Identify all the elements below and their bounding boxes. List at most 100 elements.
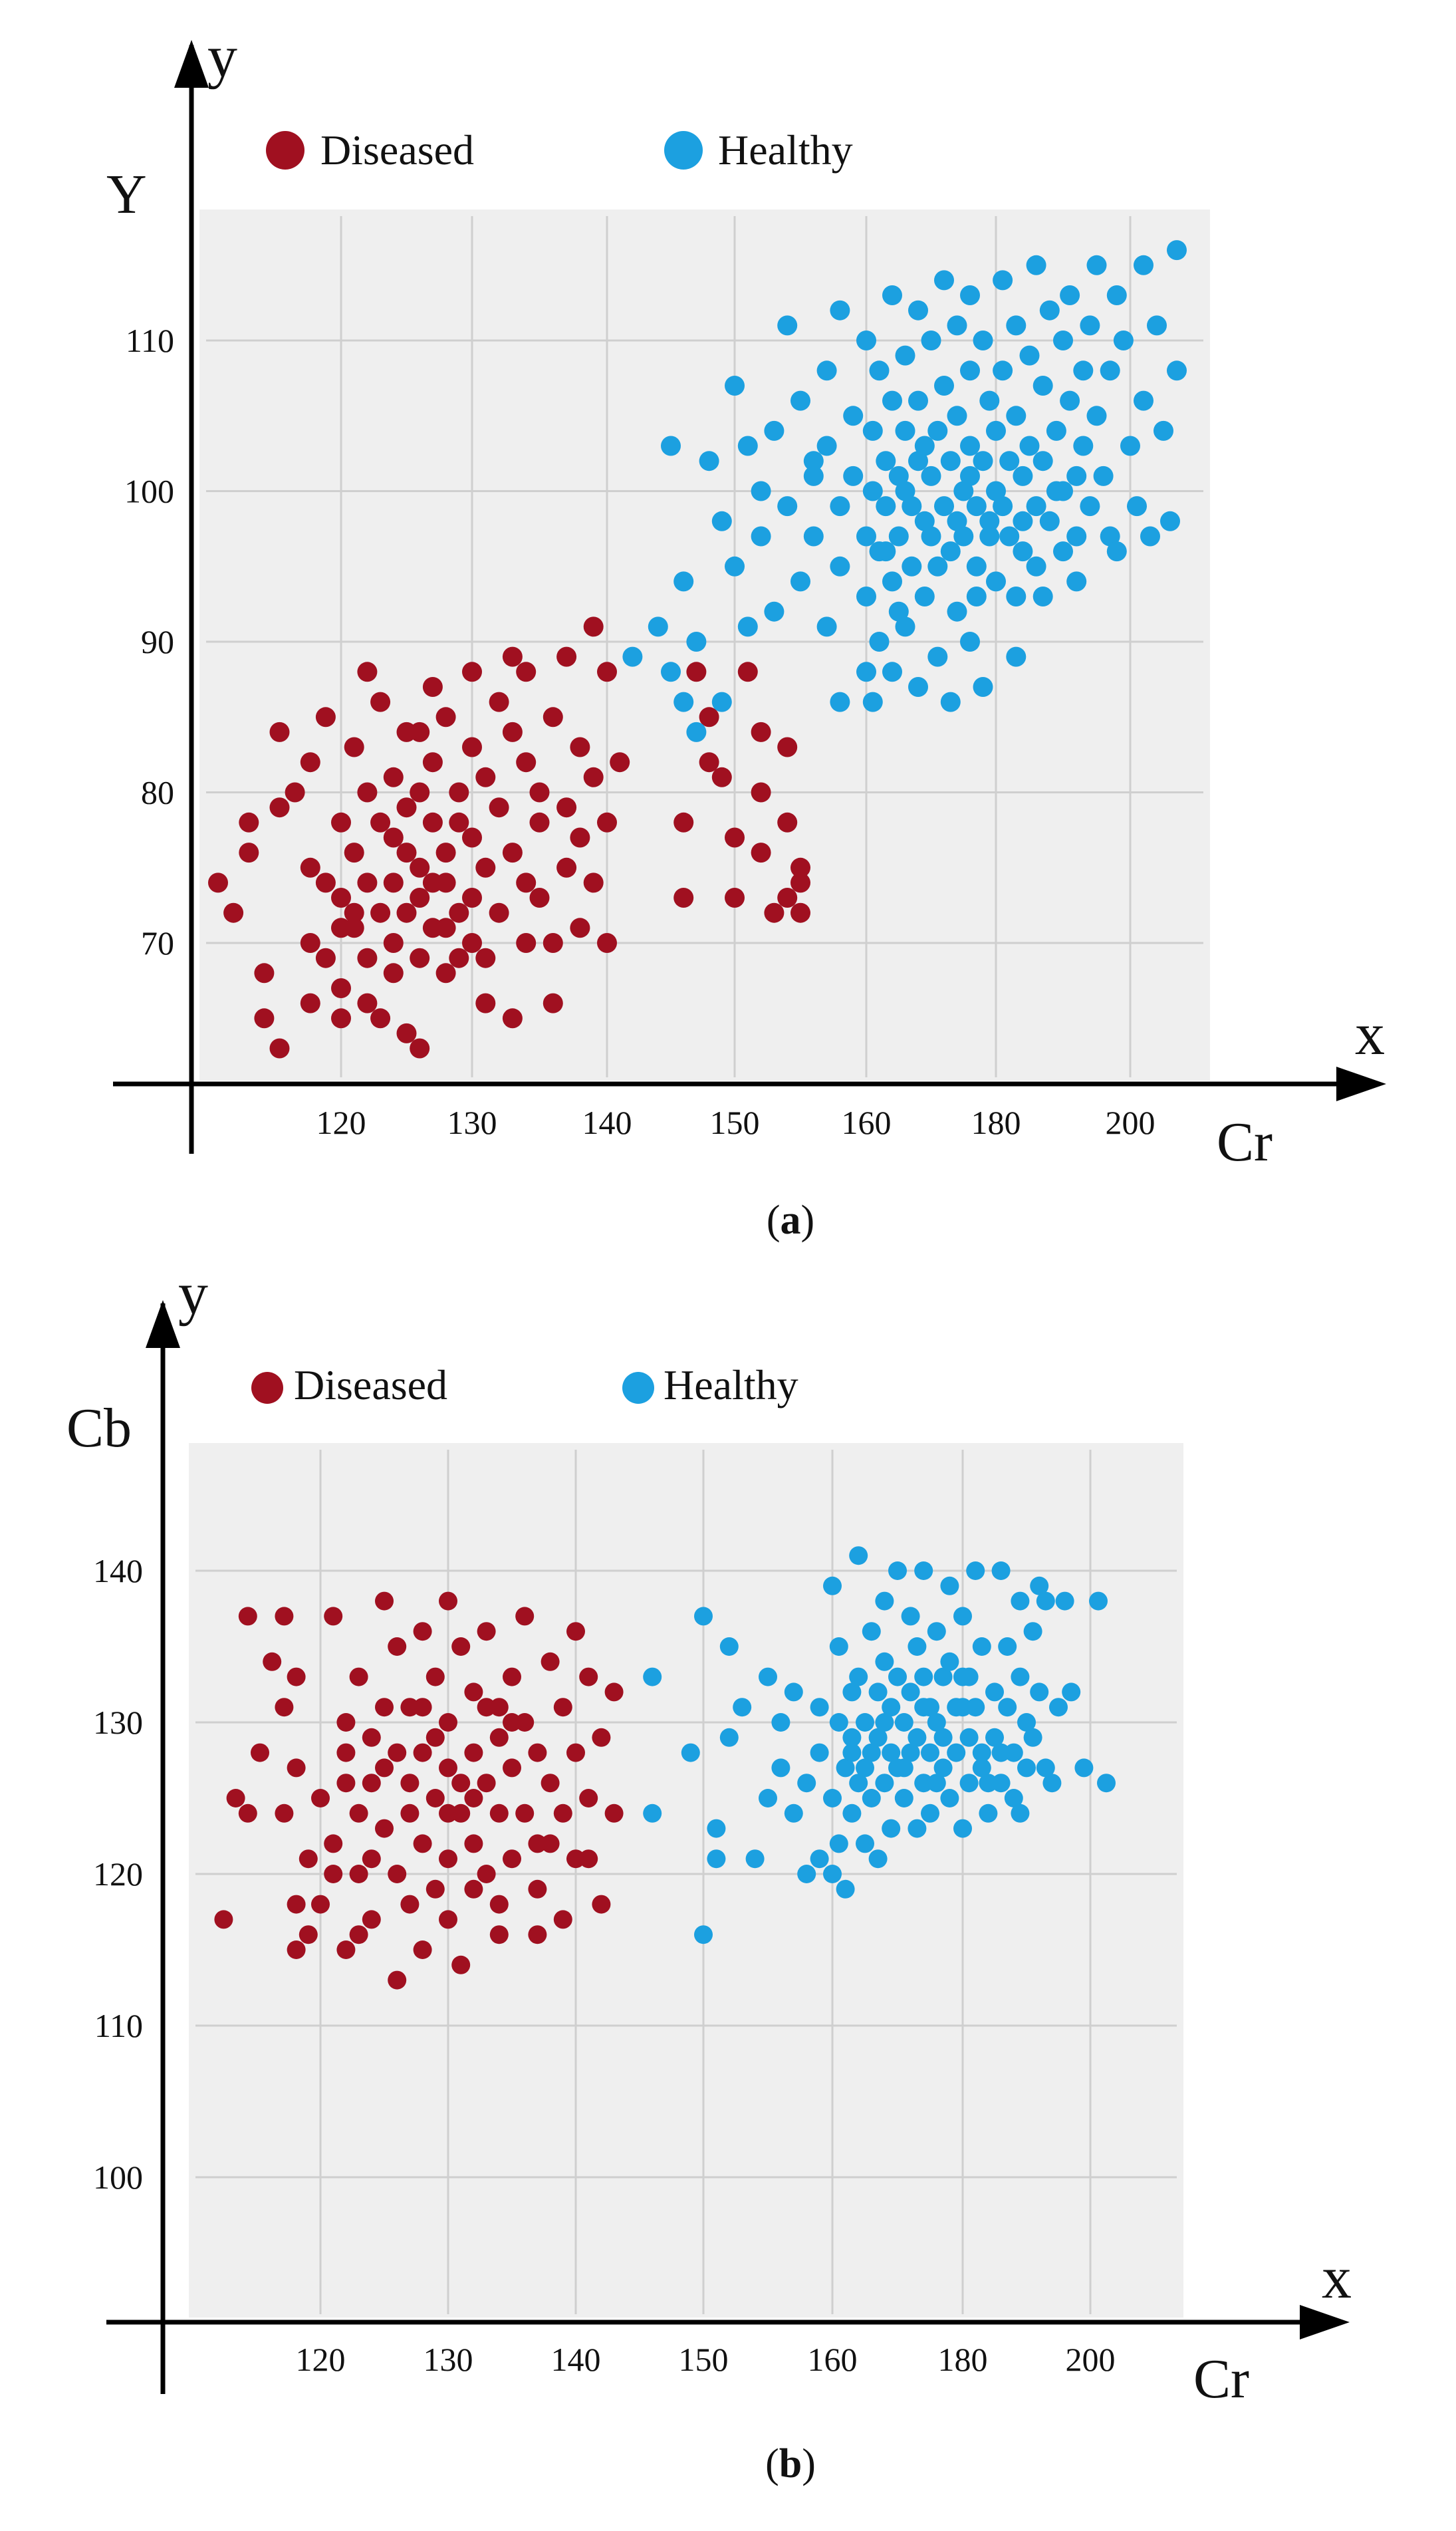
panel-a-healthy-point-35 (856, 587, 876, 606)
panel-a-diseased-point-111 (764, 902, 785, 923)
panel-b-diseased-point-20 (349, 1803, 368, 1823)
panel-a-healthy-point-5 (673, 571, 694, 592)
panel-b-diseased-point-75 (553, 1910, 572, 1929)
panel-a-healthy-point-121 (1106, 285, 1127, 305)
panel-b-diseased-point-69 (528, 1879, 547, 1899)
panel-b-diseased-point-1 (226, 1789, 245, 1807)
panel-a-healthy-point-3 (661, 662, 681, 682)
panel-b-diseased-point-10 (287, 1758, 306, 1778)
panel-a-diseased-point-79 (543, 993, 563, 1013)
panel-a-diseased-point-31 (383, 872, 404, 893)
panel-a-healthy-point-25 (816, 360, 837, 381)
panel-b-xtick-label-3: 150 (679, 2341, 729, 2378)
panel-a-diseased-point-92 (597, 812, 617, 833)
panel-b-healthy-point-79 (959, 1728, 979, 1747)
panel-a-healthy-point-123 (1113, 331, 1134, 350)
panel-b-healthy-point-114 (875, 1713, 894, 1732)
panel-b-diseased-point-38 (413, 1834, 432, 1853)
panel-b-diseased-point-26 (375, 1591, 394, 1611)
panel-a-healthy-point-42 (876, 496, 896, 517)
panel-a-diseased-point-74 (529, 812, 550, 833)
panel-b-healthy-point-54 (894, 1789, 913, 1807)
panel-b-diseased-point-102 (299, 1925, 318, 1944)
panel-b-healthy-point-50 (888, 1561, 907, 1580)
panel-a-healthy-point-143 (993, 496, 1013, 517)
panel-b-healthy-point-69 (933, 1667, 953, 1686)
panel-b-healthy-point-43 (868, 1849, 888, 1869)
panel-b-diseased-point-16 (336, 1713, 356, 1732)
panel-b-healthy-point-47 (882, 1698, 901, 1717)
panel-a-diseased-point-119 (383, 767, 404, 787)
panel-a-healthy-point-72 (953, 526, 974, 547)
panel-b-healthy-point-117 (991, 1743, 1011, 1762)
panel-b-diseased-point-84 (604, 1803, 624, 1823)
panel-b-healthy-point-121 (979, 1774, 998, 1793)
panel-a-healthy-point-84 (986, 481, 1006, 501)
panel-a-diseased-point-95 (331, 1008, 351, 1029)
panel-b-diseased-point-85 (477, 1698, 496, 1717)
panel-a-diseased-point-46 (422, 677, 443, 697)
panel-a-diseased-point-41 (410, 888, 430, 908)
panel-a-diseased-point-84 (570, 827, 590, 848)
panel-b-healthy-point-111 (933, 1728, 953, 1747)
panel-a-healthy-point-93 (1013, 466, 1033, 486)
panel-a-healthy-point-146 (1053, 481, 1073, 501)
panel-a-diseased-point-37 (396, 902, 417, 923)
panel-b-healthy-point-34 (849, 1667, 868, 1686)
panel-b-x-arrowhead (1300, 2305, 1350, 2339)
panel-a-diseased-point-75 (529, 888, 550, 908)
panel-b-ytick-label-2: 120 (93, 1855, 143, 1893)
panel-b-diseased-point-18 (336, 1940, 356, 1959)
panel-a-healthy-point-82 (979, 511, 1000, 531)
panel-a-healthy-point-90 (1006, 315, 1027, 336)
panel-a-legend-healthy-marker (664, 131, 703, 170)
panel-b-healthy-point-73 (940, 1789, 959, 1807)
panel-a-healthy-point-14 (737, 616, 758, 637)
panel-b-diseased-point-57 (477, 1865, 496, 1883)
panel-b-healthy-point-49 (882, 1819, 901, 1838)
panel-b-diseased-point-36 (413, 1622, 432, 1641)
panel-a-diseased-point-35 (396, 797, 417, 818)
panel-b-healthy-point-44 (875, 1591, 894, 1611)
panel-a-healthy-point-56 (914, 511, 935, 531)
panel-a-diseased-point-47 (422, 752, 443, 773)
panel-b-healthy-point-17 (797, 1774, 816, 1793)
panel-b-diseased-point-99 (579, 1849, 598, 1869)
panel-a-diseased-point-78 (543, 933, 563, 953)
panel-a-diseased-point-32 (383, 933, 404, 953)
panel-a-diseased-point-56 (462, 737, 482, 757)
panel-a-healthy-point-87 (993, 360, 1013, 381)
panel-a-legend-diseased-label: Diseased (320, 126, 474, 174)
panel-a-healthy-point-55 (908, 451, 928, 471)
panel-a-diseased-point-24 (357, 948, 378, 968)
panel-b-legend: Diseased Healthy (251, 1361, 798, 1408)
panel-a-diseased-point-103 (699, 707, 719, 728)
panel-a-diseased-point-72 (516, 933, 537, 953)
panel-b-healthy-point-81 (966, 1561, 985, 1580)
panel-a-healthy-point-155 (966, 587, 987, 606)
panel-a-healthy-point-34 (856, 526, 876, 547)
panel-b-healthy-point-13 (771, 1713, 790, 1732)
panel-b-diseased-point-65 (515, 1607, 535, 1626)
panel-a-diseased-point-15 (315, 707, 336, 728)
panel-a-diseased-point-23 (357, 872, 378, 893)
panel-a-xtick-label-5: 180 (971, 1104, 1021, 1141)
panel-a-healthy-point-37 (862, 481, 883, 501)
panel-a-legend: Diseased Healthy (266, 126, 853, 174)
panel-a-diseased-point-116 (751, 782, 771, 803)
panel-a-diseased-point-54 (449, 948, 469, 968)
panel-a-healthy-point-74 (960, 360, 980, 381)
panel-b-diseased-point-43 (439, 1591, 457, 1611)
panel-b-healthy-point-21 (810, 1849, 829, 1869)
panel-b-healthy-point-28 (836, 1758, 855, 1778)
panel-a-healthy-point-44 (882, 390, 902, 411)
panel-b-healthy-point-102 (1036, 1758, 1055, 1778)
panel-a-healthy-point-66 (940, 451, 961, 471)
panel-a-healthy-point-97 (1026, 255, 1046, 275)
panel-a-healthy-point-128 (1140, 526, 1160, 547)
panel-b-diseased-point-41 (425, 1789, 445, 1807)
panel-a-diseased-point-42 (410, 948, 430, 968)
panel-b-healthy-point-11 (759, 1667, 777, 1686)
panel-b-diseased-point-56 (477, 1774, 496, 1793)
panel-b-healthy-point-120 (927, 1774, 946, 1793)
